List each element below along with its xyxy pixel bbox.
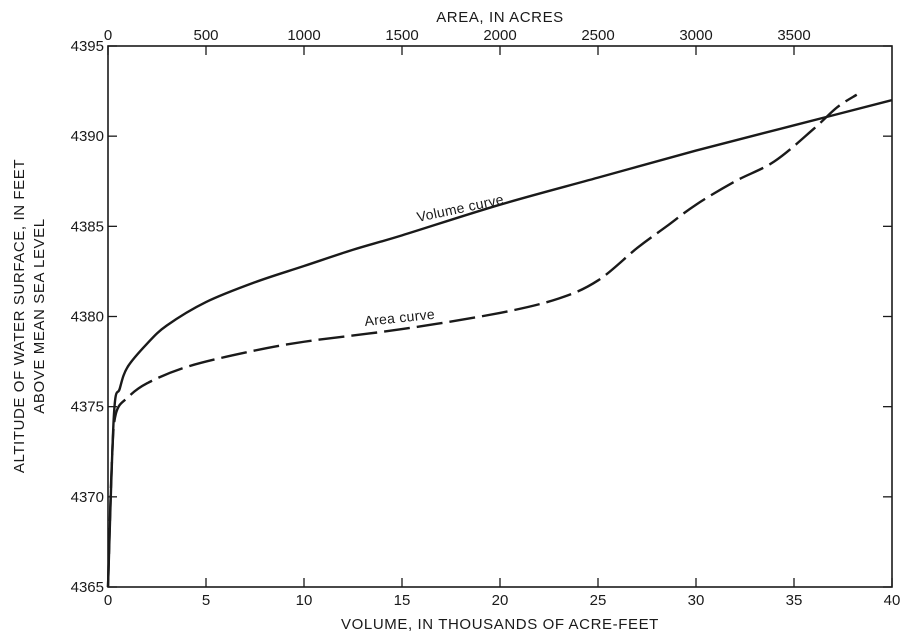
area-curve-label: Area curve bbox=[364, 306, 436, 329]
x-tick-label: 35 bbox=[786, 592, 803, 609]
x2-tick-label: 2000 bbox=[483, 27, 516, 44]
x-tick-label: 40 bbox=[884, 592, 901, 609]
y-tick-label: 4390 bbox=[71, 128, 104, 145]
y-tick-label: 4375 bbox=[71, 399, 104, 416]
volume-curve-line bbox=[106, 98, 893, 588]
x-tick-label: 5 bbox=[202, 592, 210, 609]
tick-labels: 0 5 10 15 20 25 30 35 40 0 500 1000 1500 2000 2500 3000… bbox=[71, 27, 901, 609]
area-curve-line bbox=[106, 93, 858, 588]
volume-curve-label: Volume curve bbox=[415, 191, 505, 225]
y-tick-label: 4395 bbox=[71, 38, 104, 55]
x2-tick-label: 0 bbox=[104, 27, 112, 44]
x2-tick-label: 3500 bbox=[777, 27, 810, 44]
x-tick-label: 20 bbox=[492, 592, 509, 609]
x-tick-label: 10 bbox=[296, 592, 313, 609]
x2-tick-label: 3000 bbox=[679, 27, 712, 44]
y-axis-title-line1: ALTITUDE OF WATER SURFACE, IN FEET bbox=[11, 159, 28, 473]
x-tick-label: 15 bbox=[394, 592, 411, 609]
top-axis-title: AREA, IN ACRES bbox=[436, 9, 564, 26]
y-tick-label: 4380 bbox=[71, 309, 104, 326]
curves bbox=[106, 93, 893, 588]
y-tick-label: 4365 bbox=[71, 579, 104, 596]
x2-tick-label: 1500 bbox=[385, 27, 418, 44]
x-axis-title: VOLUME, IN THOUSANDS OF ACRE-FEET bbox=[341, 616, 659, 633]
y-tick-label: 4385 bbox=[71, 218, 104, 235]
x-tick-label: 30 bbox=[688, 592, 705, 609]
x2-tick-label: 1000 bbox=[287, 27, 320, 44]
y-axis-title-line2: ABOVE MEAN SEA LEVEL bbox=[31, 218, 48, 413]
x-tick-label: 25 bbox=[590, 592, 607, 609]
y-tick-label: 4370 bbox=[71, 489, 104, 506]
x-tick-label: 0 bbox=[104, 592, 112, 609]
axis-ticks bbox=[107, 45, 893, 588]
plot-frame bbox=[107, 45, 893, 588]
x2-tick-label: 2500 bbox=[581, 27, 614, 44]
x2-tick-label: 500 bbox=[193, 27, 218, 44]
